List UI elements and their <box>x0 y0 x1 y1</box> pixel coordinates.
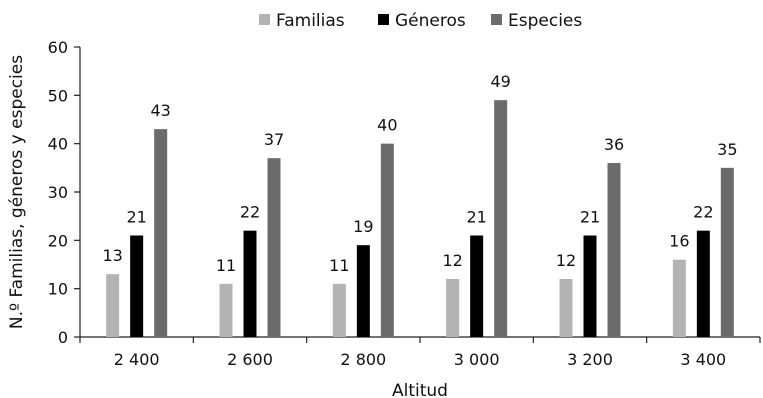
data-label: 43 <box>150 101 170 120</box>
bar-especies-2 <box>380 143 394 337</box>
bar-familias-3 <box>446 279 460 337</box>
bar-géneros-1 <box>243 230 257 337</box>
data-label: 22 <box>240 203 260 222</box>
legend-swatch-géneros <box>378 14 389 25</box>
data-label: 37 <box>264 130 284 149</box>
bar-familias-1 <box>219 283 233 337</box>
data-label: 11 <box>216 256 236 275</box>
legend-swatch-familias <box>259 14 270 25</box>
bar-especies-4 <box>607 163 621 337</box>
data-label: 11 <box>329 256 349 275</box>
legend: Familias Géneros Especies <box>259 11 582 31</box>
y-tick-label: 60 <box>48 38 68 57</box>
data-label: 40 <box>377 116 397 135</box>
bar-familias-4 <box>559 279 573 337</box>
x-tick-label: 3 400 <box>680 350 726 369</box>
data-label: 21 <box>466 208 486 227</box>
y-axis-ticks: 0 10 20 30 40 50 60 <box>48 38 80 347</box>
x-tick-label: 2 600 <box>227 350 273 369</box>
data-label: 13 <box>102 246 122 265</box>
x-tick-label: 2 800 <box>340 350 386 369</box>
bar-especies-5 <box>720 167 734 337</box>
y-tick-label: 20 <box>48 231 68 250</box>
data-label: 12 <box>556 251 576 270</box>
data-label: 19 <box>353 217 373 236</box>
data-label: 12 <box>442 251 462 270</box>
y-tick-label: 30 <box>48 183 68 202</box>
y-tick-label: 0 <box>58 328 68 347</box>
bars <box>106 100 734 338</box>
x-axis-title: Altitud <box>392 381 448 398</box>
bar-géneros-0 <box>130 235 144 337</box>
bar-especies-0 <box>154 129 168 337</box>
x-axis-ticks: 2 400 2 600 2 800 3 000 3 200 3 400 <box>79 337 761 369</box>
bar-géneros-5 <box>696 230 710 337</box>
bar-familias-0 <box>106 274 120 337</box>
data-label: 16 <box>669 232 689 251</box>
legend-label-géneros: Géneros <box>395 11 466 31</box>
legend-label-familias: Familias <box>276 11 345 31</box>
bar-géneros-2 <box>356 245 370 337</box>
x-tick-label: 3 200 <box>567 350 613 369</box>
data-label: 21 <box>126 208 146 227</box>
x-tick-label: 3 000 <box>454 350 500 369</box>
x-tick-label: 2 400 <box>114 350 160 369</box>
bar-especies-3 <box>494 100 508 338</box>
data-label: 36 <box>604 135 624 154</box>
y-tick-label: 10 <box>48 280 68 299</box>
bar-especies-1 <box>267 158 281 337</box>
data-label: 35 <box>717 140 737 159</box>
data-label: 49 <box>490 72 510 91</box>
y-tick-label: 40 <box>48 135 68 154</box>
y-axis-title: N.º Familias, géneros y especies <box>7 55 27 329</box>
bar-familias-5 <box>672 259 686 337</box>
legend-label-especies: Especies <box>508 11 582 31</box>
bar-géneros-3 <box>470 235 484 337</box>
y-tick-label: 50 <box>48 86 68 105</box>
legend-swatch-especies <box>491 14 502 25</box>
bar-géneros-4 <box>583 235 597 337</box>
bar-familias-2 <box>332 283 346 337</box>
data-label: 21 <box>580 208 600 227</box>
data-label: 22 <box>693 203 713 222</box>
